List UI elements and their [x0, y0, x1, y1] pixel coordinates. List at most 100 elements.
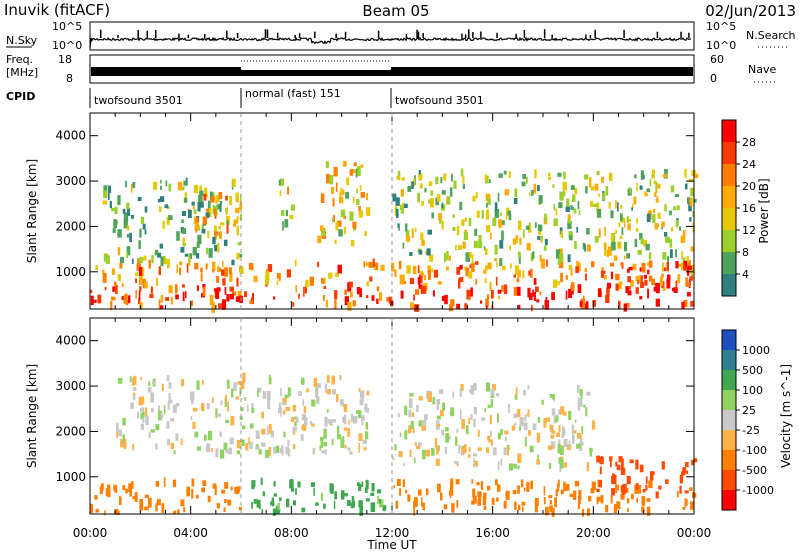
range-cell	[641, 506, 645, 513]
range-cell	[356, 170, 361, 176]
range-cell	[297, 481, 301, 488]
range-cell	[236, 216, 239, 221]
range-cell	[366, 281, 370, 287]
range-cell	[535, 286, 539, 292]
range-cell	[642, 489, 646, 493]
range-cell	[533, 292, 537, 301]
range-cell	[484, 408, 486, 413]
range-cell	[655, 491, 659, 499]
range-cell	[266, 391, 271, 401]
range-cell	[207, 495, 211, 503]
range-cell	[144, 494, 149, 498]
range-cell	[655, 283, 660, 294]
range-cell	[376, 298, 379, 304]
range-cell	[423, 275, 427, 281]
range-cell	[683, 299, 688, 308]
range-cell	[214, 231, 219, 236]
range-cell	[395, 500, 399, 509]
range-cell	[349, 451, 353, 455]
range-cell	[477, 491, 482, 497]
range-cell	[245, 443, 249, 451]
cpid-label: CPID	[6, 90, 35, 103]
range-cell	[451, 503, 455, 513]
range-cell	[635, 228, 639, 232]
range-cell	[590, 200, 593, 207]
range-cell	[592, 203, 598, 207]
range-cell	[327, 408, 329, 413]
range-cell	[597, 208, 602, 218]
range-cell	[440, 177, 443, 184]
range-cell	[421, 497, 423, 507]
range-cell	[239, 202, 243, 210]
range-cell	[150, 408, 154, 413]
range-cell	[475, 278, 478, 285]
range-cell	[233, 223, 237, 227]
range-cell	[640, 170, 644, 180]
range-cell	[629, 459, 634, 464]
range-cell	[541, 235, 543, 241]
time-tick-label: 08:00	[274, 526, 309, 540]
range-cell	[125, 488, 128, 494]
range-cell	[331, 438, 334, 446]
range-cell	[503, 284, 508, 295]
range-cell	[90, 289, 93, 293]
colorbar-tick-label: 1000	[742, 344, 770, 357]
range-cell	[519, 426, 522, 431]
range-cell	[342, 416, 346, 424]
range-cell	[563, 171, 566, 180]
range-cell	[397, 478, 401, 486]
range-cell	[182, 291, 185, 302]
range-cell	[215, 195, 220, 202]
range-cell	[558, 409, 563, 415]
velocity-scatter-data	[90, 372, 698, 517]
range-cell	[426, 248, 431, 256]
range-cell	[460, 168, 464, 177]
range-cell	[325, 161, 329, 168]
range-cell	[326, 375, 330, 383]
colorbar-swatch	[722, 274, 736, 296]
range-cell	[682, 257, 686, 263]
range-cell	[417, 442, 422, 447]
range-cell	[277, 502, 280, 510]
range-cell	[608, 246, 612, 256]
range-cell	[129, 483, 132, 492]
range-cell	[251, 407, 255, 414]
range-cell	[222, 260, 224, 268]
range-cell	[513, 413, 517, 419]
range-cell	[298, 391, 303, 396]
range-cell	[116, 422, 119, 432]
range-cell	[591, 481, 596, 490]
range-cell	[455, 244, 457, 251]
range-cell	[568, 264, 572, 271]
range-cell	[107, 190, 110, 200]
range-cell	[301, 425, 304, 430]
range-cell	[645, 476, 648, 485]
range-cell	[615, 461, 618, 467]
range-cell	[292, 426, 298, 432]
range-cell	[441, 429, 444, 436]
range-cell	[220, 449, 225, 459]
range-cell	[149, 293, 154, 298]
range-cell	[190, 415, 193, 421]
range-cell	[261, 509, 264, 514]
range-cell	[449, 187, 453, 197]
range-cell	[577, 502, 580, 510]
range-cell	[494, 209, 500, 218]
velocity-colorbar-label: Velocity [m s^-1]	[779, 364, 793, 468]
range-cell	[570, 282, 575, 291]
range-cell	[636, 497, 638, 503]
range-cell	[211, 303, 215, 313]
range-cell	[251, 403, 254, 412]
range-cell	[533, 183, 537, 194]
range-cell	[147, 387, 152, 393]
range-cell	[167, 439, 170, 446]
range-cell	[281, 210, 285, 216]
range-cell	[256, 499, 261, 508]
range-cell	[620, 458, 624, 468]
range-cell	[462, 184, 465, 189]
range-cell	[130, 215, 134, 219]
range-cell	[359, 288, 362, 298]
range-cell	[603, 242, 607, 250]
range-cell	[544, 300, 549, 310]
range-cell	[404, 430, 408, 440]
